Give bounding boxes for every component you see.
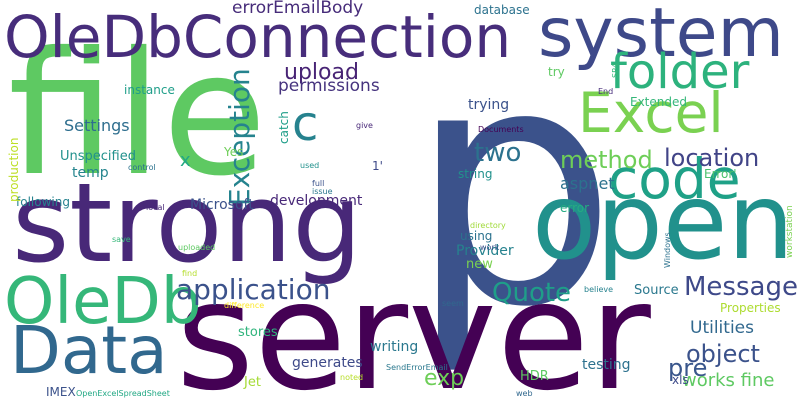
cloud-word: 1' <box>372 159 383 173</box>
cloud-word: works fine <box>682 370 775 391</box>
cloud-word: generates <box>292 355 363 371</box>
cloud-word: control <box>128 163 156 172</box>
cloud-word: OleDb <box>4 265 202 339</box>
cloud-word: pre <box>668 354 708 382</box>
cloud-word: method <box>560 146 653 174</box>
cloud-word: Jet <box>244 375 261 390</box>
cloud-word: p <box>408 0 618 379</box>
cloud-word: save <box>112 235 131 244</box>
cloud-word: try <box>548 65 565 79</box>
cloud-word: string <box>458 167 493 181</box>
cloud-word: seem <box>442 299 464 308</box>
cloud-word: give <box>356 121 373 130</box>
cloud-word: two <box>474 138 522 168</box>
cloud-word: exp <box>424 366 465 391</box>
cloud-word: code <box>608 147 741 211</box>
cloud-word: local <box>146 203 165 212</box>
cloud-word: OpenExcelSpreadSheet <box>76 389 170 398</box>
cloud-word: End <box>598 87 614 96</box>
cloud-word: HDR <box>520 369 549 384</box>
cloud-word: Documents <box>478 125 524 134</box>
cloud-word: new <box>466 257 493 272</box>
cloud-word: location <box>664 144 760 172</box>
cloud-word: difference <box>224 301 265 310</box>
cloud-word: open <box>532 161 795 283</box>
cloud-word: work <box>480 243 500 252</box>
cloud-word: Excel <box>578 81 724 145</box>
cloud-word: full <box>312 179 325 188</box>
cloud-word: file <box>8 16 267 214</box>
cloud-word: system <box>538 0 784 73</box>
cloud-word: noted <box>340 373 364 382</box>
cloud-word: upload <box>284 60 359 85</box>
cloud-word: Exception <box>223 68 256 206</box>
cloud-word: instance <box>124 83 175 97</box>
cloud-word: Properties <box>720 301 781 315</box>
cloud-word: writing <box>370 339 419 355</box>
cloud-word: folder <box>610 44 750 100</box>
cloud-word: Message <box>684 272 798 302</box>
cloud-word: Yes <box>224 145 244 159</box>
cloud-word: kind <box>314 253 332 262</box>
cloud-word: Data <box>10 312 168 389</box>
cloud-word: web <box>516 389 533 398</box>
cloud-word: development <box>270 193 363 209</box>
cloud-word: strong <box>12 159 363 287</box>
cloud-word: SendErrorEmail <box>386 363 448 372</box>
cloud-word: Settings <box>64 116 130 135</box>
cloud-word: x <box>180 150 191 171</box>
cloud-word: catch <box>277 111 291 144</box>
cloud-word: Unspecified <box>60 149 136 164</box>
cloud-word: following <box>16 195 70 209</box>
cloud-word: uploaded <box>178 243 216 252</box>
cloud-word: Microsoft <box>190 197 254 213</box>
cloud-word: errorEmailBody <box>232 0 364 18</box>
cloud-word: using <box>460 229 493 243</box>
cloud-word: find <box>182 269 198 278</box>
cloud-word: OleDbConnection <box>4 3 512 71</box>
cloud-word: application <box>176 273 331 306</box>
cloud-word: used <box>300 161 320 170</box>
cloud-word: temp <box>72 165 109 181</box>
cloud-word: stores <box>238 325 278 340</box>
cloud-word: object <box>686 340 760 368</box>
cloud-word: xls <box>672 373 689 387</box>
cloud-word: testing <box>582 357 631 373</box>
cloud-word: permissions <box>278 76 380 96</box>
cloud-word: IMEX <box>46 385 76 399</box>
cloud-word: production <box>7 137 21 202</box>
cloud-word: Windows <box>663 232 672 268</box>
cloud-word: Utilities <box>690 318 754 338</box>
cloud-word: issue <box>312 187 333 196</box>
cloud-word: workstation <box>785 205 795 258</box>
cloud-word: Provider <box>456 243 514 259</box>
cloud-word: error <box>560 201 590 215</box>
cloud-word: Quote <box>492 278 572 308</box>
cloud-word: Source <box>634 283 679 298</box>
cloud-word: aspnet <box>560 174 615 193</box>
cloud-word: c <box>292 96 319 152</box>
cloud-word: server <box>176 250 651 400</box>
cloud-word: believe <box>584 285 614 294</box>
cloud-word: directory <box>470 221 506 230</box>
cloud-word: SP4 <box>611 63 620 78</box>
cloud-word: Extended <box>630 95 687 109</box>
cloud-word: database <box>474 3 530 17</box>
cloud-word: trying <box>468 97 510 113</box>
cloud-word: Error' <box>704 167 737 181</box>
